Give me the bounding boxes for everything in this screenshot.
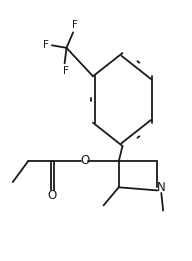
Text: O: O [80,154,89,167]
Text: N: N [157,181,166,194]
Text: O: O [47,189,56,202]
Text: F: F [63,66,69,76]
Text: F: F [72,20,78,30]
Text: F: F [43,40,49,50]
